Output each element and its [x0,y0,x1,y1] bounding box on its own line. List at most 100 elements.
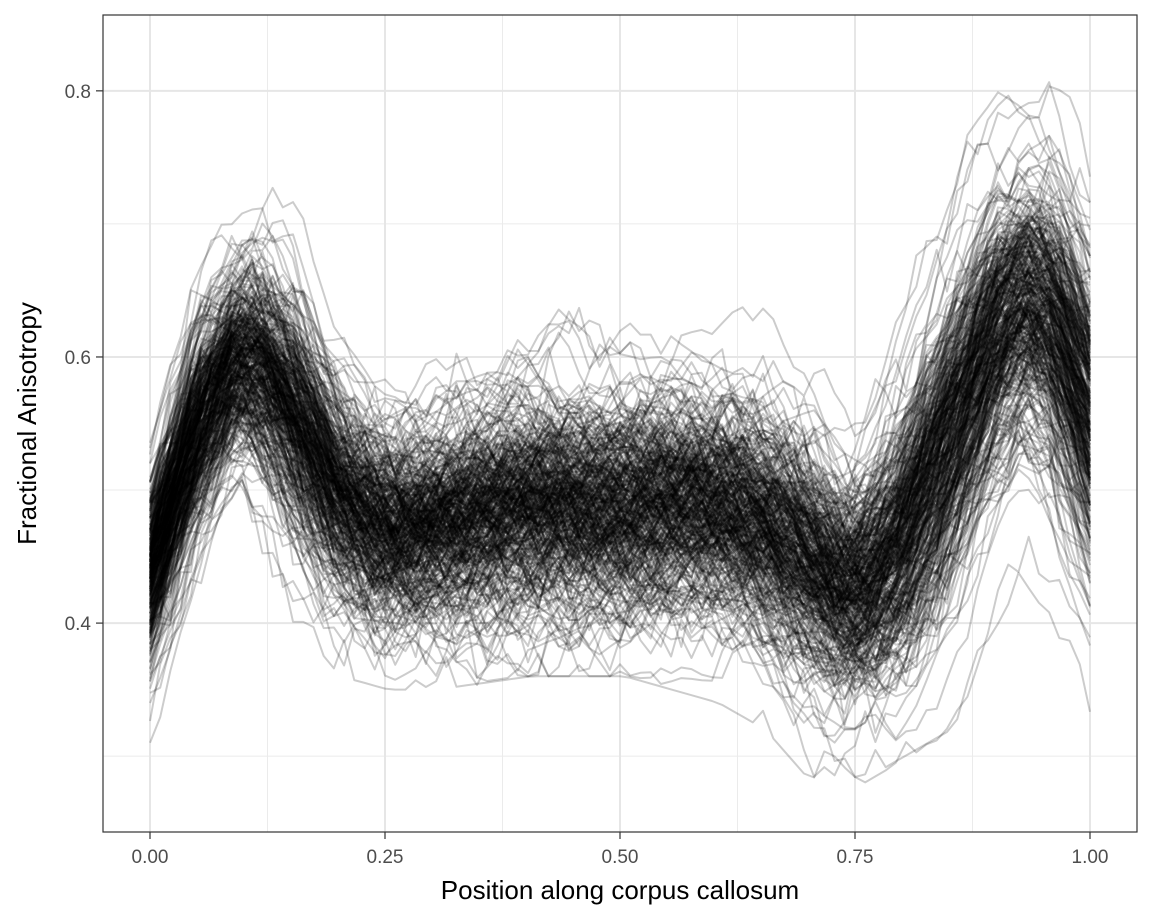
fa-curve [149,299,1091,610]
fa-curve [149,303,1091,698]
fa-curve [149,224,1091,538]
fa-curve [149,228,1091,564]
fa-curve [149,334,1091,638]
fa-curve [149,212,1091,534]
fa-curve [149,338,1091,639]
fa-curve [149,198,1091,566]
fa-curve [149,240,1091,540]
fa-curve [149,386,1091,686]
fa-curve [149,390,1091,687]
fa-curve [149,277,1091,583]
fa-curve [149,441,1091,715]
fa-curve [149,343,1091,676]
fa-curve [149,310,1091,621]
fa-curve [149,257,1091,588]
fa-curve [149,171,1091,544]
x-tick-label: 0.50 [602,847,639,868]
fa-curve [149,231,1091,565]
fa-curve [149,81,1091,486]
fa-curve [149,337,1091,675]
fa-curve [149,266,1091,605]
fa-curve [149,265,1091,585]
curves [149,81,1091,784]
fa-curve [149,85,1091,497]
fa-curve [149,282,1091,600]
fa-curve [149,314,1091,627]
fa-curve [149,170,1091,501]
fa-curve [149,407,1091,674]
fa-curve [149,276,1091,599]
fa-curve [149,209,1091,545]
fa-curve [149,278,1091,600]
fa-curve [149,250,1091,617]
fa-curve [149,240,1091,588]
fa-curve [149,476,1091,784]
fa-curve [149,304,1091,601]
fa-curve [149,350,1091,609]
fa-curve [149,361,1091,691]
fa-curve [149,339,1091,642]
fa-curve [149,311,1091,614]
fa-curve [149,167,1091,523]
fa-curve [149,314,1091,572]
fa-curve [149,320,1091,647]
fa-curve [149,184,1091,544]
fa-curve [149,229,1091,535]
fa-curve [149,322,1091,626]
fa-curve [149,257,1091,550]
fa-curve [149,281,1091,576]
fa-curve [149,244,1091,567]
fa-curve [149,212,1091,563]
fa-curve [149,274,1091,571]
fa-curve [149,292,1091,627]
fa-curve [149,237,1091,589]
fa-curve [149,361,1091,663]
fa-curve [149,215,1091,510]
fa-curve [149,290,1091,595]
fa-curve [149,404,1091,686]
fa-curve [149,271,1091,588]
fa-curve [149,329,1091,639]
fa-curve [149,293,1091,614]
fa-curve [149,359,1091,676]
fa-curve [149,329,1091,647]
fa-curve [149,360,1091,669]
fa-curve [149,371,1091,686]
fa-curve [149,224,1091,554]
fa-curve [149,299,1091,646]
fa-curve [149,264,1091,680]
fa-curve [149,264,1091,601]
fa-curve [149,345,1091,661]
fa-curve [149,302,1091,572]
fa-curve [149,390,1091,671]
fa-curve [149,205,1091,532]
fa-curve [149,229,1091,569]
fa-curve [149,277,1091,566]
fa-curve [149,429,1091,688]
fa-curve [149,226,1091,622]
fa-curve [149,253,1091,586]
x-tick-label: 0.00 [132,847,169,868]
fa-curve [149,293,1091,606]
fa-curve [149,316,1091,624]
fa-curve [149,298,1091,631]
fa-curve [149,351,1091,681]
fa-curve [149,397,1091,675]
fa-curve [149,337,1091,612]
fa-curve [149,262,1091,608]
fa-curve [149,403,1091,662]
fa-curve [149,239,1091,528]
fa-curve [149,287,1091,610]
fa-curve [149,356,1091,622]
fa-curve [149,348,1091,630]
fa-curve [149,351,1091,665]
fa-curve [149,188,1091,518]
fa-curve [149,479,1091,779]
fa-curve [149,243,1091,561]
fa-curve [149,257,1091,603]
fa-curve [149,333,1091,654]
fa-curve [149,347,1091,628]
fa-curve [149,322,1091,596]
fa-curve [149,299,1091,608]
fa-curve [149,220,1091,555]
